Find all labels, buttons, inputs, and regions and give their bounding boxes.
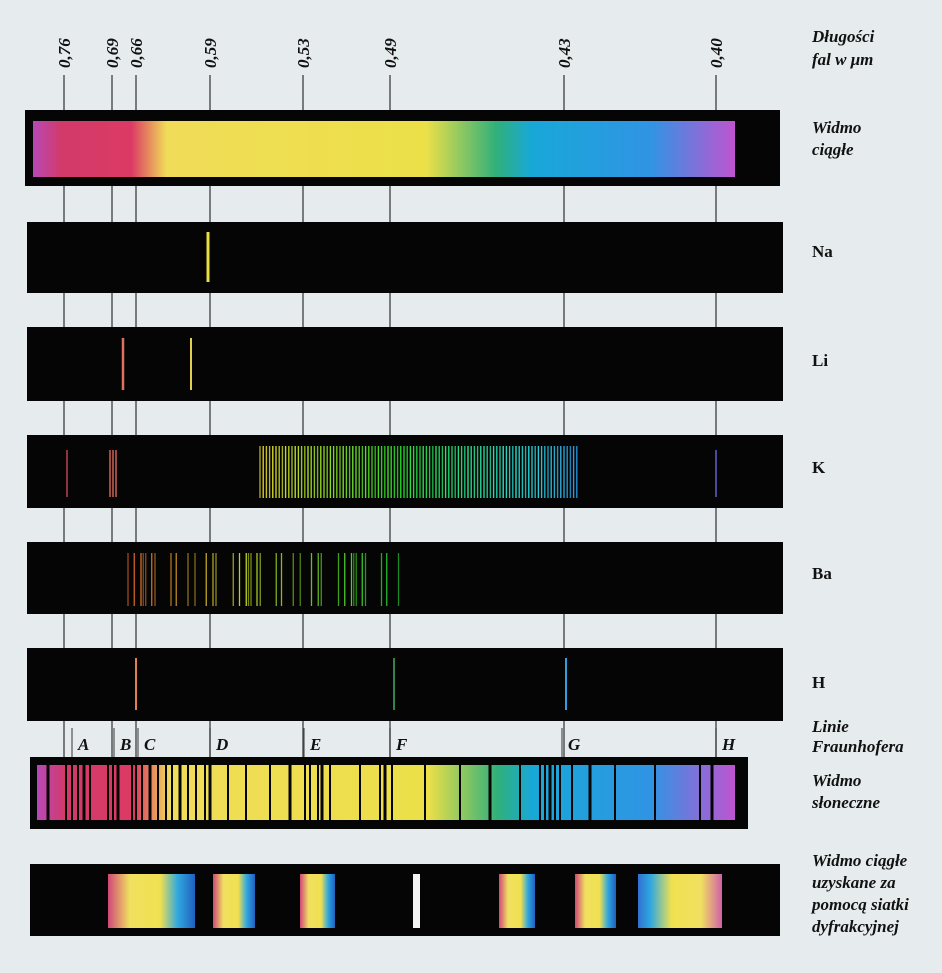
row-label: Li xyxy=(812,351,828,370)
row-label: Linie xyxy=(811,717,849,736)
wavelength-label: 0,40 xyxy=(707,38,726,68)
diffraction-patch xyxy=(575,874,616,928)
wavelength-label: 0,69 xyxy=(103,38,122,68)
wavelength-label: 0,49 xyxy=(381,38,400,68)
header-line: fal w μm xyxy=(812,50,873,69)
fraunhofer-letter: H xyxy=(721,735,736,754)
header-line: Długości xyxy=(811,27,875,46)
fraunhofer-letter: F xyxy=(395,735,408,754)
fraunhofer-letter: G xyxy=(568,735,581,754)
wavelength-label: 0,66 xyxy=(127,38,146,68)
wavelength-label: 0,53 xyxy=(294,38,313,68)
diffraction-patch xyxy=(638,874,722,928)
row-label: Na xyxy=(812,242,833,261)
row-label: Widmo xyxy=(812,771,861,790)
fraunhofer-letter: E xyxy=(309,735,321,754)
spectrum-band xyxy=(27,435,783,508)
row-label: Widmo ciągłe xyxy=(812,851,908,870)
row-label: Fraunhofera xyxy=(811,737,904,756)
continuous-spectrum xyxy=(33,121,735,177)
row-label: Widmo xyxy=(812,118,861,137)
diffraction-patch xyxy=(108,874,195,928)
row-label: dyfrakcyjnej xyxy=(812,917,899,936)
spectrum-band xyxy=(27,327,783,401)
row-label: słoneczne xyxy=(811,793,880,812)
wavelength-label: 0,59 xyxy=(201,38,220,68)
row-label: ciągłe xyxy=(812,140,854,159)
row-label: Ba xyxy=(812,564,832,583)
diffraction-patch xyxy=(499,874,535,928)
diffraction-patch xyxy=(413,874,420,928)
row-label: pomocą siatki xyxy=(810,895,909,914)
spectrum-band xyxy=(27,648,783,721)
fraunhofer-letter: A xyxy=(77,735,89,754)
fraunhofer-letter: C xyxy=(144,735,156,754)
spectrum-band xyxy=(27,222,783,293)
row-label: uzyskane za xyxy=(812,873,896,892)
row-label: K xyxy=(812,458,826,477)
diffraction-patch xyxy=(213,874,255,928)
row-label: H xyxy=(812,673,825,692)
fraunhofer-letter: D xyxy=(215,735,228,754)
fraunhofer-letter: B xyxy=(119,735,131,754)
diffraction-patch xyxy=(300,874,335,928)
spectrum-band xyxy=(27,542,783,614)
wavelength-label: 0,43 xyxy=(555,38,574,68)
wavelength-label: 0,76 xyxy=(55,38,74,68)
